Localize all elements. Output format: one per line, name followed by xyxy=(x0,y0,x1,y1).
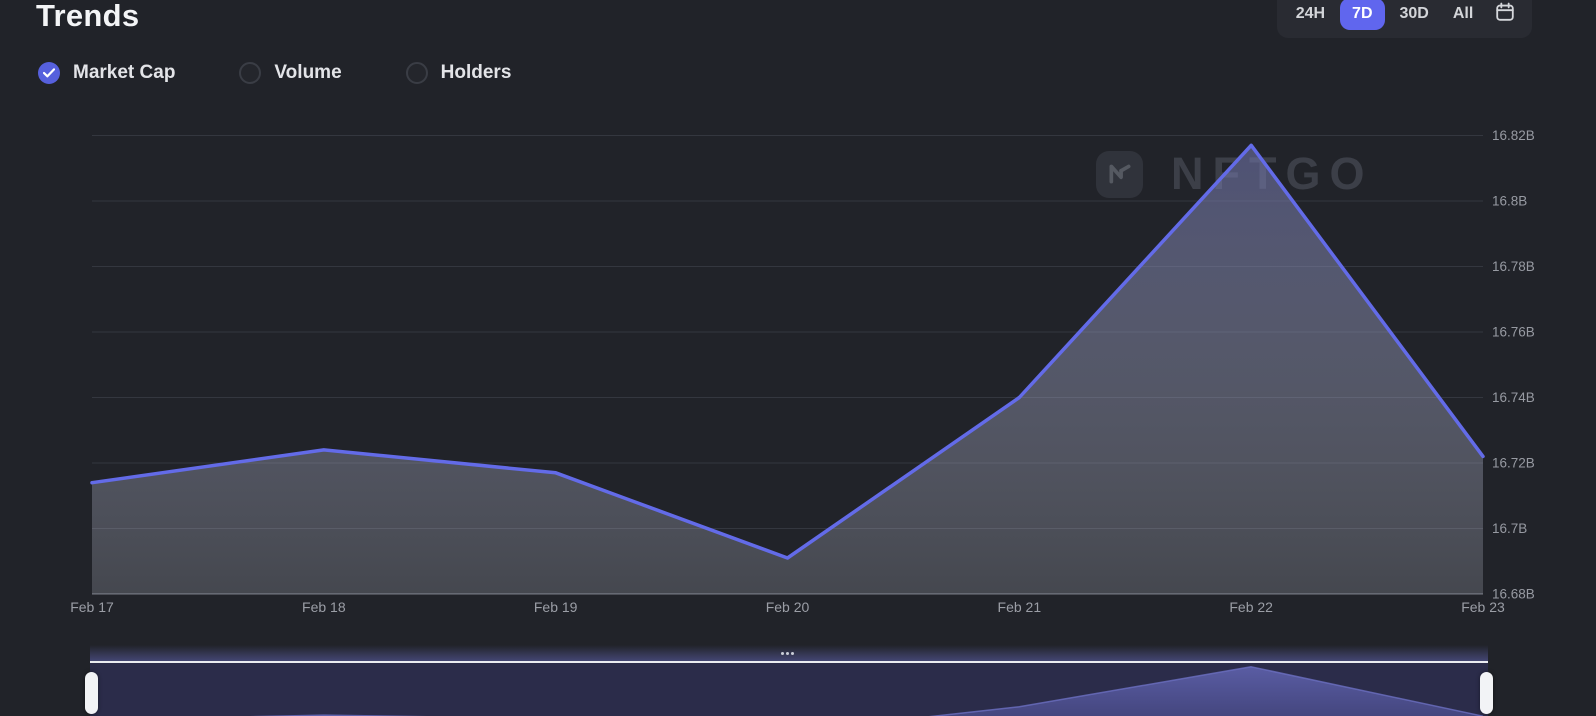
x-axis-label: Feb 20 xyxy=(766,599,810,615)
toggle-market-cap[interactable]: Market Cap xyxy=(38,62,175,84)
y-axis-label: 16.76B xyxy=(1492,325,1535,340)
x-axis-label: Feb 22 xyxy=(1229,599,1273,615)
y-axis-label: 16.74B xyxy=(1492,390,1535,405)
x-axis-label: Feb 17 xyxy=(70,599,114,615)
page-title: Trends xyxy=(36,0,140,33)
y-axis-label: 16.82B xyxy=(1492,128,1535,143)
toggle-holders[interactable]: Holders xyxy=(405,62,512,84)
brush-handle-right[interactable] xyxy=(1480,672,1493,714)
x-axis-label: Feb 21 xyxy=(998,599,1042,615)
time-range-selector: 24H 7D 30D All xyxy=(1277,0,1532,38)
brush-mini-chart xyxy=(250,666,1484,716)
trends-chart[interactable]: 16.82B 16.8B 16.78B 16.76B 16.74B 16.72B 16.7B… xyxy=(0,108,1596,638)
calendar-icon xyxy=(1494,1,1516,27)
range-button-30d[interactable]: 30D xyxy=(1391,0,1438,29)
chart-brush xyxy=(0,645,1596,716)
metric-toggles: Market Cap Volume Holders xyxy=(38,62,575,84)
x-axis-label: Feb 19 xyxy=(534,599,578,615)
y-axis-label: 16.7B xyxy=(1492,521,1527,536)
calendar-button[interactable] xyxy=(1488,0,1522,33)
radio-circle-icon xyxy=(239,62,262,84)
brush-handle-left[interactable] xyxy=(85,672,98,714)
range-button-7d[interactable]: 7D xyxy=(1340,0,1385,30)
range-button-24h[interactable]: 24H xyxy=(1287,0,1334,29)
toggle-volume[interactable]: Volume xyxy=(239,62,342,84)
radio-circle-icon xyxy=(405,62,428,84)
market-cap-area-chart[interactable]: 16.82B 16.8B 16.78B 16.76B 16.74B 16.72B 16.7B… xyxy=(0,0,1596,640)
brush-grip-icon[interactable] xyxy=(781,652,794,655)
nftgo-logo-icon xyxy=(1096,150,1143,198)
y-axis-label: 16.8B xyxy=(1492,194,1527,209)
x-axis-label: Feb 18 xyxy=(302,599,346,615)
y-axis-label: 16.78B xyxy=(1492,259,1535,274)
toggle-label: Market Cap xyxy=(73,62,176,83)
range-button-all[interactable]: All xyxy=(1444,0,1482,29)
brush-glow xyxy=(90,645,1488,661)
x-axis-label: Feb 23 xyxy=(1461,599,1505,615)
toggle-label: Volume xyxy=(274,62,342,83)
toggle-label: Holders xyxy=(440,62,512,83)
check-circle-icon xyxy=(38,62,60,84)
y-axis-label: 16.68B xyxy=(1492,587,1535,602)
y-axis-label: 16.72B xyxy=(1492,456,1535,471)
